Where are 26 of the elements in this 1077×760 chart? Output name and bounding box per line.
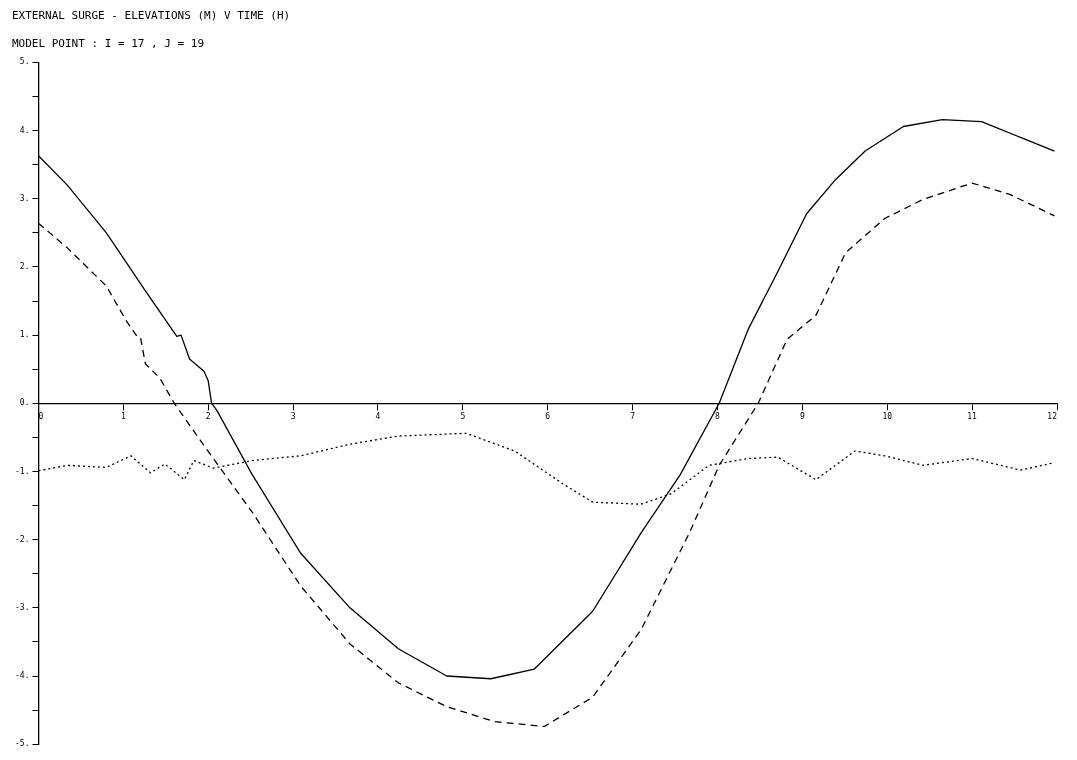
chart-title: EXTERNAL SURGE - ELEVATIONS (M) V TIME (H) — [12, 9, 291, 23]
y-tick-label: 4. — [19, 125, 30, 135]
x-tick-label: 9 — [799, 412, 805, 422]
y-tick-label: 2. — [19, 262, 30, 272]
y-tick-label: 5. — [19, 57, 30, 67]
y-tick-label: -5. — [15, 739, 30, 749]
y-tick-label: -1. — [15, 466, 30, 476]
x-tick-label: 11 — [967, 412, 978, 422]
x-tick-label: 2 — [205, 412, 211, 422]
x-tick-label: 5 — [460, 412, 466, 422]
x-tick-label: 1 — [120, 412, 126, 422]
y-tick-label: 0. — [19, 398, 30, 408]
x-tick-label: 0 — [38, 412, 44, 422]
y-tick-label: -4. — [15, 671, 30, 681]
y-tick-label: 3. — [19, 193, 30, 203]
x-tick-label: 3 — [290, 412, 296, 422]
x-tick-label: 7 — [630, 412, 636, 422]
y-tick-label: 1. — [19, 330, 30, 340]
x-tick-label: 8 — [715, 412, 721, 422]
y-tick-label: -3. — [15, 602, 30, 612]
x-tick-label: 6 — [545, 412, 551, 422]
chart-subtitle: MODEL POINT : I = 17 , J = 19 — [12, 36, 205, 50]
x-tick-label: 10 — [882, 412, 893, 422]
y-tick-label: -2. — [15, 534, 30, 544]
x-tick-label: 4 — [375, 412, 381, 422]
x-tick-label: 12 — [1047, 412, 1058, 422]
